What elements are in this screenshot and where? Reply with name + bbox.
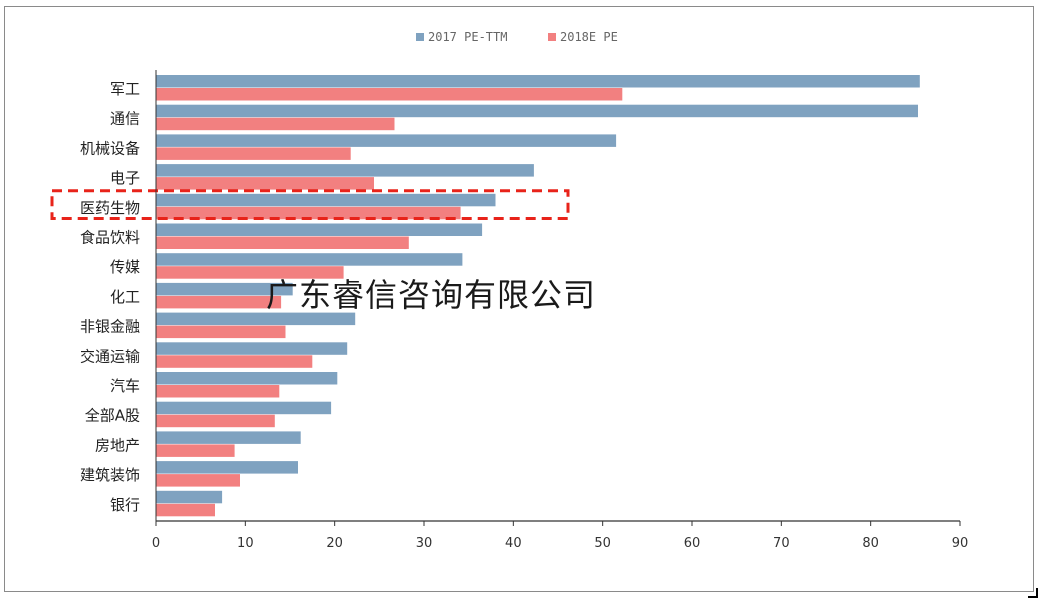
bar-2017 (156, 223, 483, 236)
bar-2018e (156, 444, 235, 457)
category-label: 银行 (110, 496, 140, 514)
bar-2017 (156, 282, 293, 296)
x-tick-label: 10 (237, 536, 254, 551)
bar-2018e (156, 206, 461, 220)
bar-2018e (156, 355, 313, 368)
legend-2018e-swatch (548, 33, 556, 41)
legend-2018e-label: 2018E PE (560, 30, 618, 44)
watermark-text: 广东睿信咨询有限公司 (266, 276, 597, 314)
x-tick-label: 0 (152, 536, 160, 551)
category-label: 房地产 (95, 436, 140, 454)
legend-2017-swatch (416, 33, 424, 41)
bar-2018e (156, 147, 351, 160)
bar-2018e (156, 474, 240, 487)
bar-2017 (156, 461, 298, 474)
bar-2018e (156, 88, 623, 101)
x-tick-label: 80 (862, 536, 879, 551)
category-label: 建筑装饰 (80, 466, 140, 484)
category-label: 机械设备 (80, 139, 140, 157)
category-label: 通信 (110, 110, 140, 128)
x-tick-label: 30 (416, 536, 433, 551)
bar-2017 (156, 253, 463, 266)
x-tick-label: 90 (952, 536, 969, 551)
bar-2018e (156, 295, 282, 309)
legend-2017-label: 2017 PE-TTM (428, 30, 507, 44)
bar-2018e (156, 414, 275, 428)
category-label: 全部A股 (85, 407, 140, 425)
category-label: 汽车 (110, 377, 140, 395)
bar-2017 (156, 431, 301, 444)
category-label: 化工 (110, 288, 140, 306)
bar-2018e (156, 236, 409, 249)
bar-2017 (156, 342, 348, 355)
bar-2018e (156, 117, 395, 131)
bar-2018e (156, 325, 286, 339)
x-tick-label: 40 (505, 536, 522, 551)
bar-2018e (156, 266, 344, 279)
x-tick-label: 60 (684, 536, 701, 551)
bar-2018e (156, 385, 280, 398)
category-label: 传媒 (110, 258, 140, 276)
chart-frame (4, 6, 1034, 592)
category-label: 食品饮料 (80, 229, 140, 247)
x-tick-label: 50 (594, 536, 611, 551)
bar-2017 (156, 75, 920, 88)
highlight-box (50, 189, 570, 221)
category-label: 非银金融 (80, 318, 140, 336)
bar-2017 (156, 401, 332, 415)
category-label: 电子 (110, 169, 140, 187)
bar-2017 (156, 490, 223, 504)
bar-2017 (156, 164, 534, 177)
bar-2017 (156, 193, 496, 207)
x-tick-label: 20 (326, 536, 343, 551)
category-label: 交通运输 (80, 347, 140, 365)
x-tick-label: 70 (773, 536, 790, 551)
bar-2017 (156, 134, 617, 147)
bar-2018e (156, 503, 215, 517)
corner-mark (1028, 588, 1038, 598)
category-label: 军工 (110, 80, 140, 98)
category-label: 医药生物 (80, 199, 140, 217)
bar-2017 (156, 372, 338, 385)
bar-2018e (156, 177, 374, 190)
bar-2017 (156, 104, 918, 118)
bar-2017 (156, 312, 356, 326)
